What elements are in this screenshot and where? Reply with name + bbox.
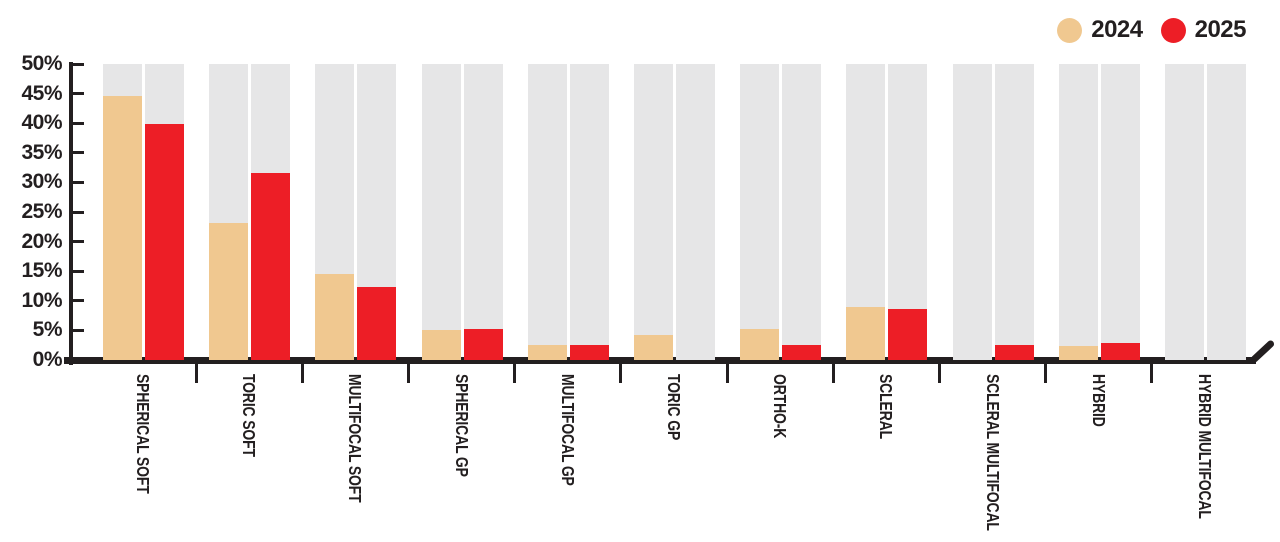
column-background <box>145 64 184 360</box>
y-tick-label: 5% <box>32 318 63 342</box>
legend: 2024 2025 <box>1057 16 1247 44</box>
y-tick <box>73 92 84 96</box>
bar-2025 <box>145 124 184 360</box>
x-axis-end-flick <box>1249 339 1276 364</box>
y-tick-label: 30% <box>21 170 62 194</box>
y-tick-label: 10% <box>21 288 62 312</box>
legend-label-2024: 2024 <box>1091 16 1143 43</box>
x-category-label: HYBRID <box>1088 374 1109 427</box>
x-axis-tick <box>194 363 198 383</box>
column-background <box>634 64 673 360</box>
column-background <box>846 64 886 360</box>
column-background <box>357 64 397 360</box>
x-category-label: TORIC GP <box>664 374 684 441</box>
column-background <box>888 64 928 360</box>
bar-2024 <box>527 345 567 360</box>
x-axis-tick <box>937 363 941 383</box>
y-tick <box>73 269 84 273</box>
bar-2025 <box>463 329 503 360</box>
x-axis-tick <box>619 363 623 383</box>
column-background <box>527 64 567 360</box>
bar-2024 <box>209 222 249 360</box>
bar-2024 <box>634 335 673 360</box>
column-background <box>569 64 609 360</box>
y-tick-label: 40% <box>21 111 62 135</box>
x-axis-tick <box>406 363 410 383</box>
legend-swatch-2024-icon <box>1057 17 1083 43</box>
x-category-label: HYBRID MULTIFOCAL <box>1195 374 1215 519</box>
x-category-label: SPHERICAL GP <box>451 374 472 477</box>
legend-item-2024: 2024 <box>1057 16 1143 44</box>
bar-2024 <box>740 328 780 360</box>
x-axis-tick <box>1044 363 1048 383</box>
x-category-label: ORTHO-K <box>770 374 791 439</box>
x-category-label: SCLERAL MULTIFOCAL <box>982 374 1003 531</box>
column-background <box>315 64 355 360</box>
column-background <box>782 64 822 360</box>
bar-2024 <box>421 329 461 360</box>
column-background <box>1207 64 1246 360</box>
y-tick <box>73 210 84 214</box>
column-background <box>676 64 715 360</box>
bar-2025 <box>1100 343 1140 360</box>
x-category-label: MULTIFOCAL SOFT <box>345 374 366 503</box>
x-category-label: MULTIFOCAL GP <box>557 374 578 486</box>
y-tick <box>73 328 84 332</box>
legend-swatch-2025-icon <box>1160 17 1186 43</box>
bar-2025 <box>994 344 1034 360</box>
bar-2025 <box>569 344 609 360</box>
x-category-label: TORIC SOFT <box>239 374 260 457</box>
x-axis-tick <box>725 363 729 383</box>
column-background <box>952 64 992 360</box>
bar-2024 <box>103 96 142 360</box>
column-background <box>421 64 461 360</box>
bar-2025 <box>888 308 928 360</box>
legend-item-2025: 2025 <box>1160 16 1247 44</box>
y-tick-label: 25% <box>21 200 62 223</box>
y-tick <box>73 240 84 244</box>
bar-2024 <box>315 273 355 360</box>
x-axis-tick <box>831 363 835 383</box>
y-tick-label: 20% <box>21 229 62 253</box>
column-background <box>251 64 291 360</box>
y-tick <box>73 299 84 303</box>
y-tick-label: 45% <box>21 81 62 105</box>
column-background <box>994 64 1034 360</box>
column-background <box>740 64 780 360</box>
x-axis-line <box>64 357 1256 364</box>
bar-2025 <box>782 345 822 360</box>
y-tick-label: 0% <box>32 348 63 371</box>
y-tick-label: 50% <box>21 52 62 75</box>
column-background <box>463 64 503 360</box>
x-axis-tick <box>513 363 517 383</box>
legend-label-2025: 2025 <box>1194 16 1247 43</box>
y-tick <box>73 180 84 184</box>
bar-2024 <box>1058 345 1098 360</box>
y-tick-label: 35% <box>21 140 62 164</box>
bar-2025 <box>357 286 397 360</box>
column-background <box>1058 64 1098 360</box>
bar-2024 <box>846 307 886 360</box>
column-background <box>1100 64 1140 360</box>
y-tick <box>73 62 84 66</box>
column-background <box>209 64 249 360</box>
y-axis-line <box>69 62 73 365</box>
y-tick <box>73 151 84 155</box>
y-tick <box>73 121 84 125</box>
x-axis-tick <box>1150 363 1154 383</box>
y-tick-label: 15% <box>21 259 62 283</box>
column-background <box>103 64 142 360</box>
column-background <box>1165 64 1204 360</box>
x-axis-tick <box>300 363 304 383</box>
x-category-label: SPHERICAL SOFT <box>133 374 153 494</box>
x-category-label: SCLERAL <box>876 374 897 439</box>
bar-2025 <box>251 172 291 360</box>
